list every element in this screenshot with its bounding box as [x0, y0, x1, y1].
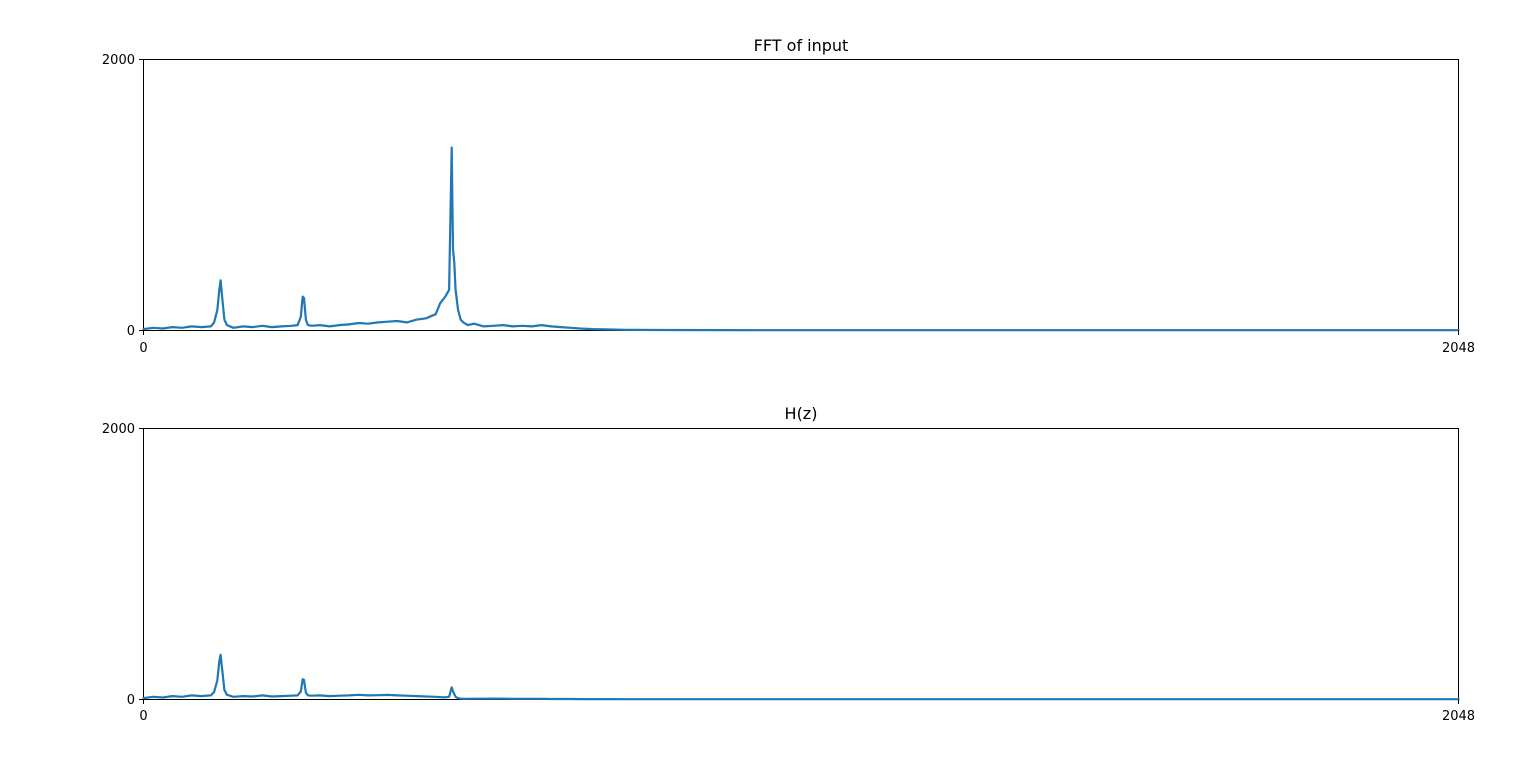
x-tick-label-start: 0	[139, 709, 147, 724]
y-tick-label-top: 2000	[102, 53, 135, 68]
y-tick-label-bottom: 0	[127, 324, 135, 339]
y-tick-label-top: 2000	[102, 422, 135, 437]
x-tick-label-end: 2048	[1442, 709, 1475, 724]
axes-frame	[143, 59, 1459, 331]
plot-title: H(z)	[785, 404, 818, 423]
hz-plot: H(z) 0 2048 0 2000	[102, 404, 1475, 724]
axes-frame	[143, 428, 1459, 700]
plot-title: FFT of input	[754, 36, 849, 55]
x-tick-label-end: 2048	[1442, 341, 1475, 356]
fft-input-plot: FFT of input 0 2048 0 2000	[102, 36, 1475, 356]
y-tick-label-bottom: 0	[127, 693, 135, 708]
series-line	[142, 653, 1460, 701]
x-tick-label-start: 0	[139, 341, 147, 356]
series-line	[142, 146, 1460, 332]
